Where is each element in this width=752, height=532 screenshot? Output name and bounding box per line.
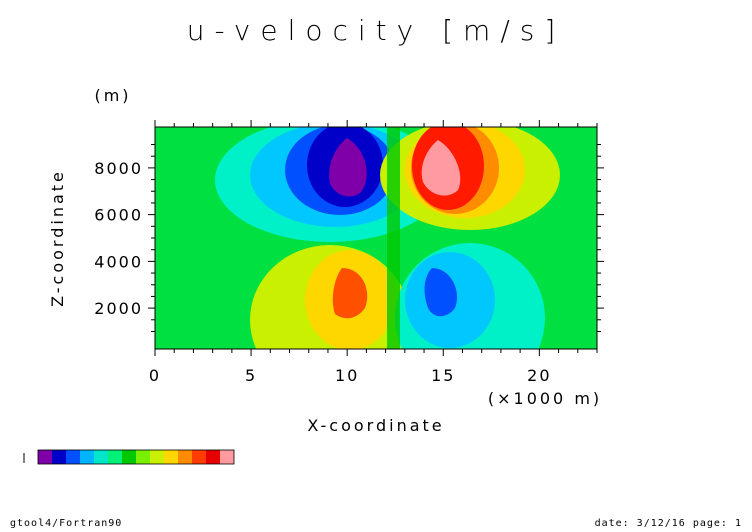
colorbar-swatch xyxy=(150,450,164,464)
y-tick-label: 2000 xyxy=(94,299,143,318)
chart-title: u-velocity [m/s] xyxy=(187,14,566,47)
colorbar-swatch xyxy=(80,450,94,464)
colorbar-swatch xyxy=(52,450,66,464)
x-tick-label: 5 xyxy=(245,366,257,385)
colorbar-swatch xyxy=(220,450,234,464)
x-tick-label: 0 xyxy=(149,366,161,385)
x-tick-label: 15 xyxy=(431,366,455,385)
contour-field xyxy=(155,127,597,349)
footer-left: gtool4/Fortran90 xyxy=(10,518,122,529)
colorbar-swatch xyxy=(94,450,108,464)
colorbar-swatch xyxy=(66,450,80,464)
contour-lower-left-maximum xyxy=(332,268,368,319)
colorbar-legend xyxy=(23,449,235,465)
y-axis-unit: (m) xyxy=(94,86,131,105)
colorbar-swatch xyxy=(122,450,136,464)
colorbar-swatch xyxy=(108,450,122,464)
x-tick-label: 10 xyxy=(335,366,359,385)
colorbar-swatch xyxy=(136,450,150,464)
x-axis-label: X-coordinate xyxy=(307,416,444,435)
contour-lower-right-minimum xyxy=(424,268,458,317)
colorbar-swatch xyxy=(192,450,206,464)
contour-upper-left-minimum xyxy=(329,138,367,197)
colorbar-swatch xyxy=(206,450,220,464)
colorbar-swatch xyxy=(164,450,178,464)
y-tick-label: 6000 xyxy=(94,206,143,225)
colorbar-swatch xyxy=(178,450,192,464)
footer-right: date: 3/12/16 page: 1 xyxy=(595,518,742,529)
y-axis-ticks: 2000 4000 6000 8000 xyxy=(94,144,604,332)
contour-upper-right-maximum xyxy=(421,140,461,196)
x-tick-label: 20 xyxy=(527,366,551,385)
x-axis-unit: (×1000 m) xyxy=(488,389,602,408)
contour-center-strip xyxy=(387,127,400,349)
x-axis-ticks: 0 5 10 15 20 xyxy=(149,120,598,385)
colorbar-border xyxy=(37,449,235,465)
y-tick-label: 4000 xyxy=(94,252,143,271)
y-tick-label: 8000 xyxy=(94,159,143,178)
colorbar-swatch xyxy=(38,450,52,464)
y-axis-label: Z-coordinate xyxy=(48,169,67,307)
